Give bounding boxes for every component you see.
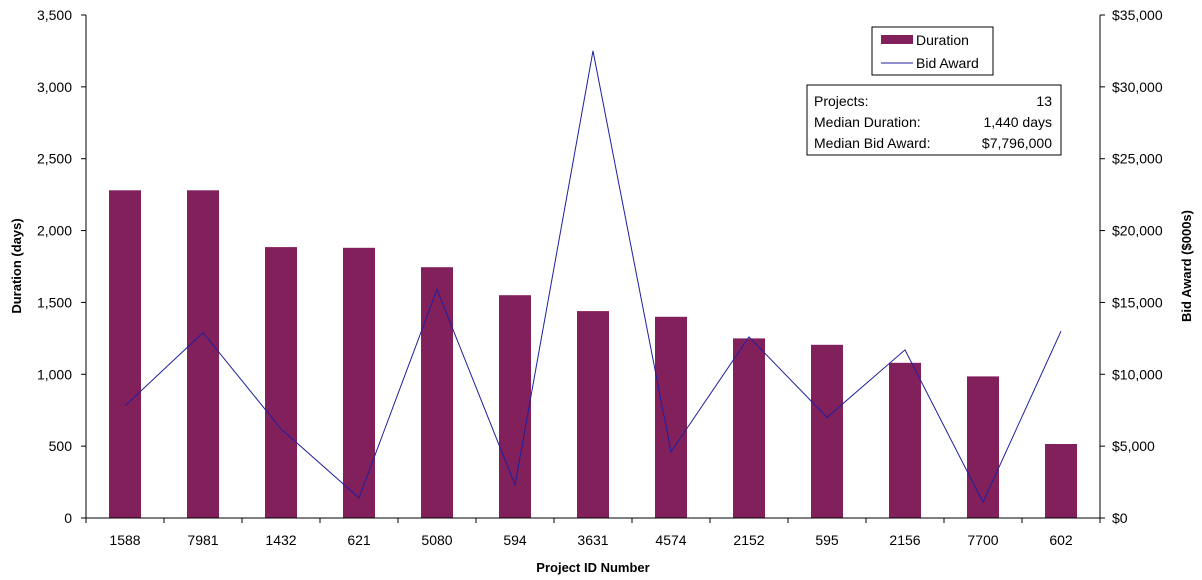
stats-label-median-duration: Median Duration: — [814, 114, 921, 130]
x-tick-label: 2156 — [889, 532, 920, 548]
left-y-ticks: 0 500 1,000 1,500 2,000 2,500 3,000 3,500 — [37, 7, 86, 526]
duration-bar-602 — [1045, 444, 1077, 518]
left-tick-label: 3,500 — [37, 7, 72, 23]
left-tick-label: 500 — [49, 438, 73, 454]
legend: Duration Bid Award — [871, 26, 994, 76]
legend-swatch-duration — [881, 35, 913, 44]
right-tick-label: $15,000 — [1112, 294, 1163, 310]
duration-bar-594 — [499, 295, 531, 518]
stats-value-median-bid-award: $7,796,000 — [982, 135, 1052, 151]
right-tick-label: $35,000 — [1112, 7, 1163, 23]
x-tick-label: 7981 — [187, 532, 218, 548]
x-tick-label: 621 — [347, 532, 371, 548]
stats-label-projects: Projects: — [814, 93, 868, 109]
left-tick-label: 0 — [64, 510, 72, 526]
axes: 0 500 1,000 1,500 2,000 2,500 3,000 3,500 $0 $5,… — [37, 7, 1163, 548]
left-tick-label: 1,000 — [37, 366, 72, 382]
stats-value-projects: 13 — [1036, 93, 1052, 109]
left-y-axis-title: Duration (days) — [9, 218, 24, 313]
stats-box-border — [806, 84, 1062, 156]
right-y-ticks: $0 $5,000 $10,000 $15,000 $20,000 $25,000 $30,… — [1100, 7, 1163, 526]
right-tick-label: $0 — [1112, 510, 1128, 526]
x-axis-title: Project ID Number — [536, 560, 649, 575]
x-tick-label: 594 — [503, 532, 527, 548]
duration-bar-621 — [343, 247, 375, 519]
x-tick-label: 602 — [1049, 532, 1073, 548]
x-tick-label: 4574 — [655, 532, 686, 548]
bid-award-line — [124, 50, 1062, 504]
x-tick-label: 2152 — [733, 532, 764, 548]
duration-bar-1588 — [109, 190, 141, 519]
duration-bar-7700 — [967, 376, 999, 518]
duration-bar-5080 — [421, 267, 453, 518]
duration-bar-2156 — [889, 362, 921, 518]
left-tick-label: 2,000 — [37, 223, 72, 239]
duration-bar-7981 — [187, 190, 219, 519]
left-tick-label: 2,500 — [37, 151, 72, 167]
right-tick-label: $10,000 — [1112, 366, 1163, 382]
right-tick-label: $5,000 — [1112, 438, 1155, 454]
duration-bar-4574 — [655, 316, 687, 518]
x-tick-label: 3631 — [577, 532, 608, 548]
duration-bar-1432 — [265, 247, 297, 518]
stats-label-median-bid-award: Median Bid Award: — [814, 135, 930, 151]
x-tick-label: 7700 — [967, 532, 998, 548]
x-tick-label: 1588 — [109, 532, 140, 548]
legend-label-bid-award: Bid Award — [916, 55, 979, 71]
summary-stats-box: Projects: 13 Median Duration: 1,440 days… — [806, 84, 1062, 156]
duration-bar-595 — [811, 344, 843, 518]
x-tick-label: 1432 — [265, 532, 296, 548]
legend-label-duration: Duration — [916, 32, 969, 48]
duration-bar-2152 — [733, 338, 765, 518]
stats-value-median-duration: 1,440 days — [984, 114, 1053, 130]
duration-bars — [109, 190, 1077, 519]
right-tick-label: $30,000 — [1112, 79, 1163, 95]
right-y-axis-title: Bid Award ($000s) — [1179, 210, 1194, 322]
x-tick-label: 595 — [815, 532, 839, 548]
x-ticks: 1588 7981 1432 621 5080 594 3631 4574 2152 595 215… — [85, 518, 1101, 548]
left-tick-label: 3,000 — [37, 79, 72, 95]
right-tick-label: $20,000 — [1112, 223, 1163, 239]
right-tick-label: $25,000 — [1112, 151, 1163, 167]
x-tick-label: 5080 — [421, 532, 452, 548]
left-tick-label: 1,500 — [37, 294, 72, 310]
duration-bar-3631 — [577, 311, 609, 518]
